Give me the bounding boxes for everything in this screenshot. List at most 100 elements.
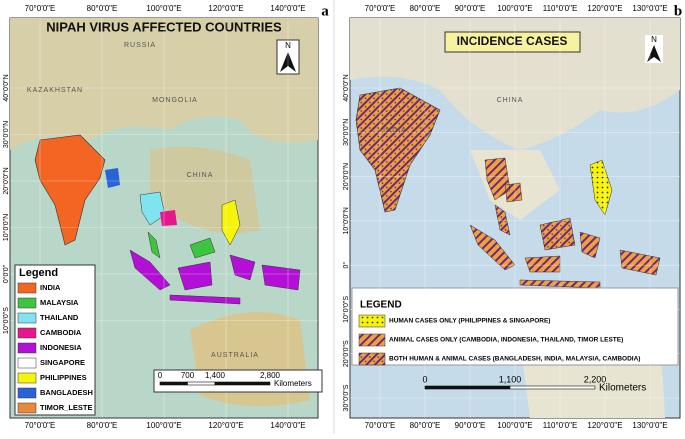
panel-label: a [321, 3, 329, 19]
scale-segment [424, 385, 511, 390]
longitude-label: 100°0'0"E [497, 421, 532, 430]
latitude-label: 40°0'0"N [342, 74, 350, 101]
map-title: INCIDENCE CASES [457, 34, 568, 48]
longitude-label: 130°0'0"E [632, 4, 667, 13]
legend-swatch [358, 352, 386, 366]
latitude-label: 10°0'0"N [342, 207, 350, 234]
longitude-label: 80°0'0"E [410, 421, 441, 430]
legend-swatch [17, 282, 37, 294]
scale-unit: Kilometers [274, 379, 312, 388]
longitude-label: 130°0'0"E [632, 421, 667, 430]
scale-box [153, 369, 323, 393]
longitude-label: 120°0'0"E [587, 421, 622, 430]
legend-label: SINGAPORE [40, 358, 85, 367]
longitude-label: 120°0'0"E [208, 4, 243, 13]
cambodia [160, 210, 177, 226]
legend-label: MALAYSIA [40, 298, 79, 307]
place-label: INDIA [383, 127, 407, 134]
place-label: CHINA [187, 172, 214, 179]
longitude-label: 100°0'0"E [146, 421, 181, 430]
latitude-label: 0° [342, 262, 350, 269]
longitude-label: 80°0'0"E [87, 421, 118, 430]
legend-label: THAILAND [40, 313, 79, 322]
legend-swatch [17, 297, 37, 309]
longitude-label: 120°0'0"E [587, 4, 622, 13]
india [355, 87, 441, 213]
north-arrow [647, 45, 661, 62]
legend-label: TIMOR_LESTE [40, 403, 93, 412]
longitude-label: 70°0'0"E [25, 421, 56, 430]
latitude-label: 30°0'0"S [342, 384, 350, 411]
place-label: RUSSIA [124, 42, 156, 49]
place-label: CHINA [497, 97, 524, 104]
north-label: N [651, 35, 657, 44]
scale-label: 0 [422, 374, 427, 384]
longitude-label: 90°0'0"E [455, 421, 486, 430]
place-label: KAZAKHSTAN [27, 87, 83, 94]
longitude-label: 120°0'0"E [208, 421, 243, 430]
longitude-label: 80°0'0"E [410, 4, 441, 13]
longitude-label: 70°0'0"E [25, 4, 56, 13]
longitude-label: 100°0'0"E [146, 4, 181, 13]
scale-label: 700 [181, 371, 195, 380]
latitude-label: 40°0'0"N [2, 74, 10, 101]
legend-label: BANGLADESH [40, 388, 93, 397]
legend-swatch [17, 387, 37, 399]
longitude-label: 140°0'0"E [270, 4, 305, 13]
latitude-label: 30°0'0"N [342, 119, 350, 146]
malaysia [147, 231, 216, 259]
legend-swatch [17, 357, 37, 369]
scale-segment [187, 381, 216, 386]
legend-swatch [358, 314, 386, 328]
longitude-label: 110°0'0"E [543, 421, 578, 430]
place-label: MONGOLIA [152, 97, 198, 104]
latitude-label: 0°0'0" [2, 264, 10, 283]
longitude-label: 100°0'0"E [497, 4, 532, 13]
legend-swatch [17, 372, 37, 384]
latitude-label: 10°0'0"S [2, 307, 10, 334]
longitude-label: 70°0'0"E [365, 4, 396, 13]
scale-unit: Kilometers [599, 383, 646, 394]
legend-title: Legend [19, 267, 58, 279]
legend-label: INDONESIA [40, 343, 82, 352]
scale-segment [159, 381, 188, 386]
place-label: AUSTRALIA [211, 352, 259, 359]
title-box [444, 31, 581, 53]
scale-label: 1,100 [499, 374, 522, 384]
latitude-label: 20°0'0"S [342, 340, 350, 367]
longitude-label: 90°0'0"E [455, 4, 486, 13]
legend-title: LEGEND [360, 300, 402, 311]
legend-swatch [358, 333, 386, 347]
legend-label: ANIMAL CASES ONLY (CAMBODIA, INDONESIA, … [389, 337, 623, 344]
india [34, 134, 106, 246]
legend-swatch [17, 402, 37, 414]
latitude-label: 10°0'0"N [2, 214, 10, 241]
legend-label: PHILIPPINES [40, 373, 87, 382]
philippines [589, 159, 613, 216]
latitude-label: 30°0'0"N [2, 121, 10, 148]
legend-label: INDIA [40, 283, 61, 292]
north-label: N [285, 41, 291, 50]
scale-segment [509, 385, 596, 390]
legend-swatch [17, 312, 37, 324]
latitude-label: 20°0'0"N [342, 163, 350, 190]
longitude-label: 110°0'0"E [543, 4, 578, 13]
indonesia [129, 249, 301, 305]
scale-label: 0 [158, 371, 163, 380]
longitude-label: 70°0'0"E [365, 421, 396, 430]
philippines [221, 199, 241, 246]
panel-label: b [674, 3, 682, 19]
scale-label: 2,200 [584, 374, 607, 384]
scale-label: 1,400 [205, 371, 226, 380]
legend-swatch [17, 342, 37, 354]
latitude-label: 20°0'0"N [2, 167, 10, 194]
scale-label: 2,800 [260, 371, 281, 380]
longitude-label: 80°0'0"E [87, 4, 118, 13]
legend-label: CAMBODIA [40, 328, 82, 337]
legend-label: HUMAN CASES ONLY (PHILIPPINES & SINGAPOR… [389, 318, 550, 325]
legend-label: BOTH HUMAN & ANIMAL CASES (BANGLADESH, I… [389, 356, 640, 363]
legend-swatch [17, 327, 37, 339]
longitude-label: 140°0'0"E [270, 421, 305, 430]
bangladesh [105, 168, 120, 188]
